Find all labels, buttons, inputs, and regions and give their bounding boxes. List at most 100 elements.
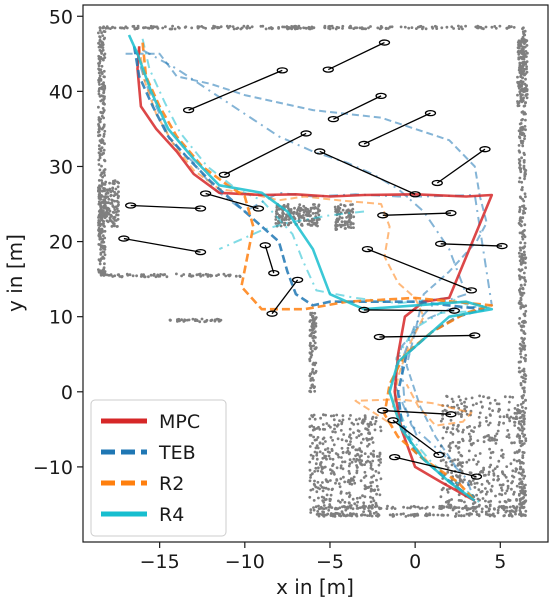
wall-point (98, 118, 101, 121)
wall-point (121, 275, 124, 278)
wall-point (519, 95, 522, 98)
wall-point (102, 102, 105, 105)
wall-point (521, 258, 524, 261)
obstacle-12 (362, 247, 476, 293)
wall-point (317, 436, 320, 439)
wall-point (445, 431, 448, 434)
wall-point (175, 273, 178, 276)
wall-point (310, 335, 313, 338)
wall-point (446, 26, 449, 29)
wall-point (526, 52, 529, 55)
wall-point (369, 513, 372, 516)
wall-point (505, 465, 508, 468)
wall-point (524, 494, 527, 497)
wall-point (523, 313, 526, 316)
wall-point (161, 27, 164, 30)
wall-point (444, 409, 447, 412)
wall-point (344, 501, 347, 504)
wall-point (521, 397, 524, 400)
wall-point (353, 482, 356, 485)
wall-point (324, 440, 327, 443)
obstacle-path (379, 335, 474, 337)
wall-point (337, 512, 340, 515)
wall-segment-11 (440, 395, 526, 518)
wall-point (515, 499, 518, 502)
wall-point (519, 246, 522, 249)
wall-point (525, 68, 528, 71)
wall-point (112, 205, 115, 208)
wall-point (520, 349, 523, 352)
wall-point (311, 368, 314, 371)
wall-point (524, 242, 527, 245)
wall-point (315, 447, 318, 450)
wall-point (485, 420, 488, 423)
obstacle-path (367, 249, 471, 290)
wall-point (356, 507, 359, 510)
wall-point (116, 225, 119, 228)
wall-point (487, 473, 490, 476)
wall-point (309, 508, 312, 511)
wall-point (519, 133, 522, 136)
wall-point (437, 514, 440, 517)
wall-point (511, 515, 514, 518)
wall-point (478, 505, 481, 508)
wall-point (519, 423, 522, 426)
wall-point (335, 228, 338, 231)
wall-point (518, 129, 521, 132)
wall-point (339, 477, 342, 480)
wall-point (303, 211, 306, 214)
wall-point (505, 506, 508, 509)
wall-point (349, 433, 352, 436)
wall-point (342, 414, 345, 417)
obstacle-9 (432, 147, 490, 186)
wall-point (319, 442, 322, 445)
wall-point (183, 318, 186, 321)
wall-point (493, 507, 496, 510)
wall-point (331, 470, 334, 473)
wall-point (502, 453, 505, 456)
wall-point (508, 510, 511, 513)
wall-point (454, 515, 457, 518)
wall-point (489, 500, 492, 503)
wall-point (322, 442, 325, 445)
wall-point (519, 249, 522, 252)
wall-point (349, 443, 352, 446)
wall-point (357, 429, 360, 432)
wall-point (469, 435, 472, 438)
wall-point (524, 399, 527, 402)
wall-point (521, 67, 524, 70)
wall-point (445, 461, 448, 464)
wall-point (338, 419, 341, 422)
wall-point (352, 498, 355, 501)
wall-point (522, 501, 525, 504)
wall-point (514, 407, 517, 410)
y-tick-label: 0 (61, 382, 73, 404)
wall-point (102, 220, 105, 223)
wall-point (316, 510, 319, 513)
wall-point (338, 210, 341, 213)
wall-point (352, 215, 355, 218)
wall-point (378, 464, 381, 467)
wall-point (322, 452, 325, 455)
wall-point (525, 93, 528, 96)
wall-point (339, 515, 342, 518)
wall-point (520, 356, 523, 359)
wall-point (98, 83, 101, 86)
wall-point (369, 496, 372, 499)
wall-point (359, 496, 362, 499)
legend-label: R4 (159, 504, 184, 526)
wall-point (441, 417, 444, 420)
wall-point (340, 429, 343, 432)
wall-point (450, 505, 453, 508)
wall-point (468, 459, 471, 462)
wall-point (345, 439, 348, 442)
wall-point (523, 415, 526, 418)
wall-segment-2 (97, 179, 120, 228)
wall-point (491, 439, 494, 442)
wall-point (511, 396, 514, 399)
wall-point (508, 420, 511, 423)
wall-point (523, 175, 526, 178)
wall-point (372, 441, 375, 444)
wall-point (357, 423, 360, 426)
wall-point (307, 223, 310, 226)
